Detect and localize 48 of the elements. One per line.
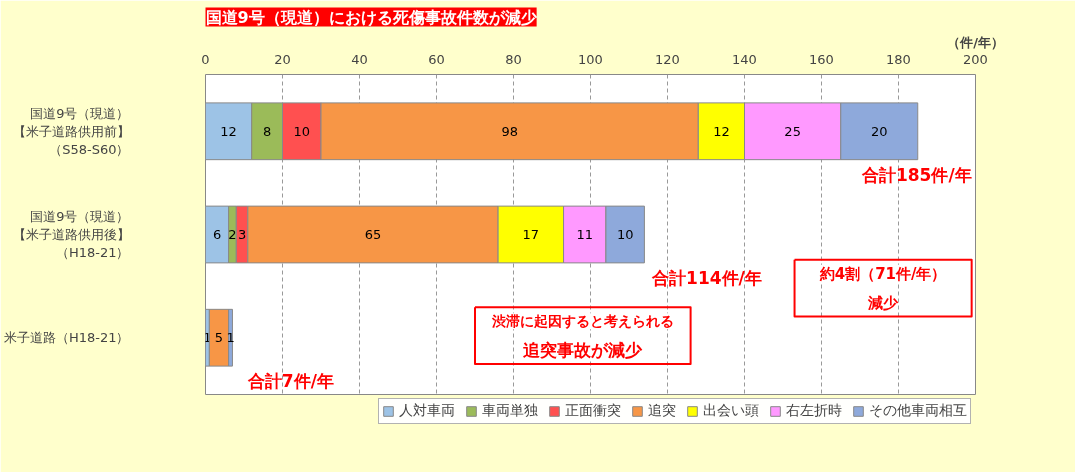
x-tick-label: 180 xyxy=(886,51,911,67)
bar xyxy=(208,308,230,367)
legend-label: 出会い頭 xyxy=(703,402,759,420)
data-label: 10 xyxy=(293,123,311,139)
legend-label: その他車両相互 xyxy=(869,402,967,420)
legend-label: 追突 xyxy=(648,402,676,420)
legend-label: 右左折時 xyxy=(786,402,842,420)
x-tick-label: 40 xyxy=(351,51,368,67)
data-label: 6 xyxy=(212,227,222,242)
data-label: 8 xyxy=(262,123,272,139)
annotation: 約4割（71件/年） xyxy=(818,264,947,283)
annotation: 減少 xyxy=(867,293,900,312)
y-tick-label: 米子道路（H18-21） xyxy=(3,330,130,346)
data-label: 5 xyxy=(214,330,224,346)
data-label: 1 xyxy=(226,330,235,346)
y-tick-label: 国道9号（現道）【米子道路供用後】（H18-21） xyxy=(12,209,130,260)
annotation: 追突事故が減少 xyxy=(522,340,644,361)
total-label: 合計114件/年 xyxy=(651,267,762,288)
x-tick-label: 120 xyxy=(655,51,680,67)
legend-label: 正面衝突 xyxy=(565,402,621,420)
data-label: 10 xyxy=(616,227,634,242)
y-tick-label: 国道9号（現道）【米子道路供用前】（S58-S60） xyxy=(12,105,130,157)
x-tick-label: 160 xyxy=(809,51,834,67)
data-label: 12 xyxy=(713,123,730,139)
legend-label: 車両単独 xyxy=(482,402,538,420)
data-label: 1 xyxy=(203,330,212,346)
data-label: 11 xyxy=(576,227,593,242)
annotation: 渋滞に起因すると考えられる xyxy=(490,313,674,330)
data-label: 25 xyxy=(784,123,801,139)
chart-title: 国道9号（現道）における死傷事故件数が減少 xyxy=(205,7,538,27)
x-tick-label: 140 xyxy=(732,51,757,67)
legend-label: 人対車両 xyxy=(399,402,455,420)
total-label: 合計7件/年 xyxy=(246,371,334,392)
x-tick-label: 20 xyxy=(274,51,291,67)
data-label: 2 xyxy=(228,227,237,242)
x-tick-label: 200 xyxy=(963,51,988,67)
total-label: 合計185件/年 xyxy=(860,164,972,185)
x-axis-title: （件/年） xyxy=(947,34,1004,50)
x-tick-label: 100 xyxy=(578,51,603,67)
data-label: 98 xyxy=(501,123,518,139)
data-label: 3 xyxy=(237,227,247,242)
x-tick-label: 60 xyxy=(428,51,445,67)
data-label: 17 xyxy=(522,227,540,242)
x-tick-label: 0 xyxy=(201,51,210,67)
x-tick-label: 80 xyxy=(505,51,522,67)
data-label: 12 xyxy=(220,123,237,139)
data-label: 65 xyxy=(364,227,382,242)
data-label: 20 xyxy=(870,123,888,139)
